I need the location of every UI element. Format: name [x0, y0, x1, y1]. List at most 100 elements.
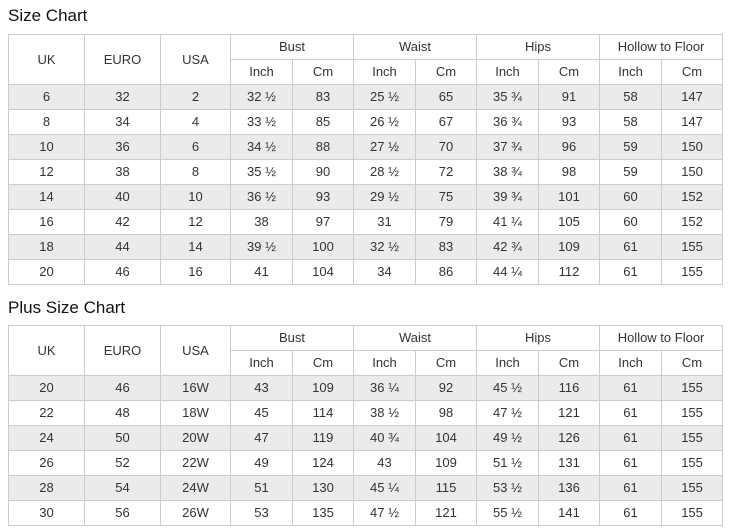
table-cell: 79 [415, 209, 478, 235]
group-header: Waist [353, 325, 478, 351]
unit-header: Inch [353, 350, 417, 376]
table-row: 18 44 14 39 ½ 100 32 ½ 83 42 ¾ 109 61 155 [8, 234, 724, 260]
table-row: 20 46 16 41 104 34 86 44 ¼ 112 61 155 [8, 259, 724, 285]
table-cell: 10 [160, 184, 231, 210]
table-cell: 60 [599, 209, 663, 235]
table-cell: 155 [661, 425, 724, 451]
table-cell: 38 ½ [353, 400, 417, 426]
unit-header: Cm [538, 350, 601, 376]
table-cell: 112 [538, 259, 601, 285]
unit-header: Inch [476, 59, 540, 85]
unit-header: Inch [230, 59, 293, 85]
header-row-units: Inch Cm Inch Cm Inch Cm Inch Cm [9, 59, 724, 85]
group-header: Hollow to Floor [599, 34, 724, 60]
table-cell: 136 [538, 475, 601, 501]
group-header: Hips [476, 34, 601, 60]
table-cell: 61 [599, 425, 663, 451]
table-cell: 26 [8, 450, 85, 476]
table-row: 22 48 18W 45 114 38 ½ 98 47 ½ 121 61 155 [8, 400, 724, 426]
table-cell: 40 [84, 184, 161, 210]
table-cell: 41 [230, 259, 293, 285]
table-cell: 90 [291, 159, 355, 185]
table-cell: 20 [8, 259, 85, 285]
table-row: 28 54 24W 51 130 45 ¼ 115 53 ½ 136 61 155 [8, 475, 724, 501]
table-cell: 24W [160, 475, 231, 501]
table-cell: 36 ½ [230, 184, 293, 210]
table-cell: 58 [599, 109, 663, 135]
table-cell: 130 [291, 475, 355, 501]
unit-header: Cm [415, 350, 478, 376]
table-cell: 147 [661, 84, 724, 110]
table-cell: 39 ½ [230, 234, 293, 260]
group-header: Hollow to Floor [599, 325, 724, 351]
table-cell: 93 [291, 184, 355, 210]
group-header: Waist [353, 34, 478, 60]
table-cell: 60 [599, 184, 663, 210]
table-cell: 25 ½ [353, 84, 417, 110]
table-cell: 93 [538, 109, 601, 135]
table-cell: 43 [230, 375, 293, 401]
table-cell: 27 ½ [353, 134, 417, 160]
column-header: EURO [84, 325, 161, 376]
table-cell: 22W [160, 450, 231, 476]
table-row: 10 36 6 34 ½ 88 27 ½ 70 37 ¾ 96 59 150 [8, 134, 724, 160]
table-cell: 49 ½ [476, 425, 540, 451]
table-cell: 155 [661, 259, 724, 285]
table-cell: 36 ¾ [476, 109, 540, 135]
table-cell: 109 [538, 234, 601, 260]
table-cell: 72 [415, 159, 478, 185]
table-cell: 6 [160, 134, 231, 160]
table-cell: 91 [538, 84, 601, 110]
table-cell: 47 ½ [353, 500, 417, 526]
table-cell: 61 [599, 475, 663, 501]
group-header: Bust [229, 325, 355, 351]
plus-size-chart-title: Plus Size Chart [8, 298, 126, 317]
table-cell: 45 ¼ [353, 475, 417, 501]
table-cell: 20 [8, 375, 85, 401]
table-cell: 119 [291, 425, 355, 451]
table-cell: 155 [661, 375, 724, 401]
table-cell: 98 [538, 159, 601, 185]
table-row: 26 52 22W 49 124 43 109 51 ½ 131 61 155 [8, 450, 724, 476]
table-cell: 46 [84, 375, 161, 401]
unit-header: Cm [291, 59, 355, 85]
group-header: Bust [229, 34, 355, 60]
table-row: 16 42 12 38 97 31 79 41 ¼ 105 60 152 [8, 209, 724, 235]
table-row: 12 38 8 35 ½ 90 28 ½ 72 38 ¾ 98 59 150 [8, 159, 724, 185]
table-cell: 115 [415, 475, 478, 501]
table-cell: 100 [291, 234, 355, 260]
table-cell: 8 [160, 159, 231, 185]
table-row: 24 50 20W 47 119 40 ¾ 104 49 ½ 126 61 155 [8, 425, 724, 451]
table-cell: 104 [415, 425, 478, 451]
column-header: UK [8, 34, 85, 85]
table-cell: 88 [291, 134, 355, 160]
table-cell: 59 [599, 159, 663, 185]
table-cell: 24 [8, 425, 85, 451]
table-cell: 30 [8, 500, 85, 526]
table-cell: 33 ½ [230, 109, 293, 135]
table-cell: 26W [160, 500, 231, 526]
table-cell: 124 [291, 450, 355, 476]
table-cell: 150 [661, 134, 724, 160]
table-cell: 45 [230, 400, 293, 426]
table-cell: 61 [599, 500, 663, 526]
table-cell: 53 ½ [476, 475, 540, 501]
table-cell: 155 [661, 475, 724, 501]
table-cell: 86 [415, 259, 478, 285]
unit-header: Inch [599, 350, 663, 376]
table-cell: 65 [415, 84, 478, 110]
table-cell: 38 [84, 159, 161, 185]
table-cell: 98 [415, 400, 478, 426]
header-row-groups: UK EURO USA Bust Waist Hips Hollow to Floor [8, 34, 724, 85]
table-cell: 2 [160, 84, 231, 110]
table-cell: 47 ½ [476, 400, 540, 426]
table-cell: 59 [599, 134, 663, 160]
column-header: USA [160, 34, 231, 85]
column-header: USA [160, 325, 231, 376]
table-row: 30 56 26W 53 135 47 ½ 121 55 ½ 141 61 155 [8, 500, 724, 526]
table-cell: 126 [538, 425, 601, 451]
table-cell: 52 [84, 450, 161, 476]
table-cell: 38 ¾ [476, 159, 540, 185]
table-cell: 35 ¾ [476, 84, 540, 110]
table-cell: 18W [160, 400, 231, 426]
